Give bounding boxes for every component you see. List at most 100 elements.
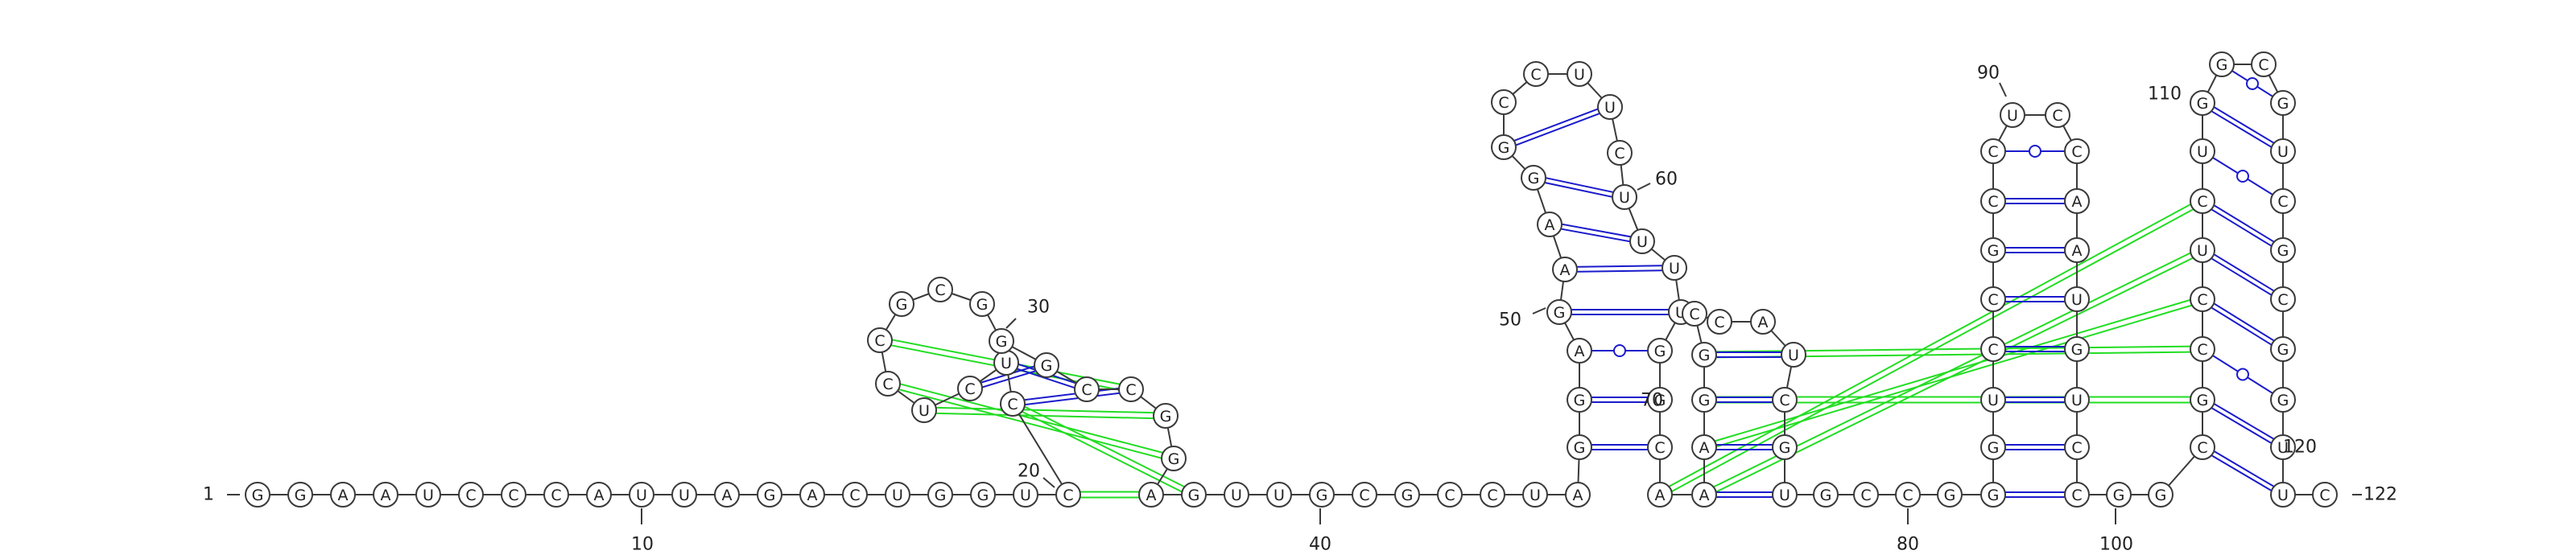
base-pair-90-93 — [1993, 145, 2077, 158]
nucleotide-letter: G — [1402, 487, 1414, 504]
base-pair-106-118 — [2200, 296, 2285, 352]
nucleotide-letter: G — [1041, 357, 1053, 375]
tick-60 — [1637, 183, 1651, 191]
nucleotide-letter: G — [1944, 487, 1956, 504]
nucleotide-97: G — [2064, 336, 2090, 362]
nucleotide-85: U — [1980, 387, 2006, 413]
base-pair-83-100 — [1993, 491, 2077, 498]
nucleotide-letter: A — [1699, 487, 1710, 504]
nucleotide-letter: C — [1779, 392, 1790, 409]
nucleotide-73: C — [1707, 309, 1732, 335]
nucleotide-letter: G — [1820, 487, 1832, 504]
nucleotide-letter: C — [1689, 306, 1699, 323]
nucleotide-68: A — [1691, 482, 1717, 508]
nucleotide-15: C — [842, 482, 868, 508]
nucleotide-33: C — [1118, 376, 1144, 402]
pseudoknot-pair-24-34 — [923, 406, 1166, 420]
label-1: 1 — [203, 485, 214, 505]
nucleotide-66: C — [1647, 434, 1673, 460]
nucleotide-letter: C — [1063, 487, 1073, 504]
nucleotide-letter: C — [1988, 143, 1998, 161]
label-60: 60 — [1655, 170, 1678, 190]
nucleotide-50: G — [1546, 299, 1572, 325]
base-pair-88-95 — [1993, 247, 2077, 253]
nucleotide-letter: G — [977, 487, 989, 504]
tick-50 — [1532, 307, 1546, 314]
nucleotide-100: C — [2064, 482, 2090, 508]
nucleotide-27: G — [889, 291, 914, 317]
nucleotide-letter: G — [996, 333, 1008, 351]
label-110: 110 — [2148, 84, 2182, 105]
base-pair-47-66 — [1579, 444, 1660, 450]
nucleotide-letter: A — [1655, 487, 1666, 504]
nucleotide-letter: U — [2277, 439, 2289, 457]
nucleotide-letter: C — [1714, 314, 1724, 331]
label-120: 120 — [2283, 438, 2317, 458]
nucleotide-letter: C — [1359, 487, 1369, 504]
nucleotide-letter: G — [2277, 392, 2289, 409]
nucleotide-letter: C — [882, 376, 893, 393]
nucleotide-26: C — [867, 327, 893, 353]
nucleotide-letter: A — [722, 487, 733, 504]
nucleotide-letter: C — [935, 282, 945, 299]
nucleotide-letter: G — [2197, 95, 2209, 113]
nucleotide-letter: G — [1554, 304, 1566, 322]
nucleotide-letter: U — [1231, 487, 1242, 504]
nucleotide-letter: C — [1081, 381, 1092, 399]
nucleotide-5: U — [415, 482, 441, 508]
nucleotide-letter: U — [1274, 487, 1285, 504]
nucleotide-4: A — [373, 482, 398, 508]
nucleotide-letter: G — [2277, 341, 2289, 359]
nucleotide-letter: U — [636, 487, 647, 504]
nucleotide-letter: C — [2277, 291, 2288, 309]
nucleotide-letter: A — [1146, 487, 1157, 504]
base-pair-105-119 — [2202, 348, 2284, 401]
base-pair-51-62 — [1564, 265, 1675, 273]
nucleotide-letter: G — [1528, 170, 1540, 187]
nucleotide-letter: C — [1498, 94, 1509, 112]
nucleotide-letter: A — [338, 487, 349, 504]
nucleotide-letter: G — [1988, 439, 2000, 457]
nucleotide-letter: C — [1125, 381, 1136, 399]
nucleotide-letter: G — [1498, 139, 1510, 157]
nucleotide-35: G — [1161, 446, 1187, 471]
label-10: 10 — [631, 535, 654, 555]
nucleotide-118: G — [2270, 336, 2296, 362]
nucleotide-114: U — [2270, 138, 2296, 164]
nucleotide-letter: U — [2071, 392, 2083, 409]
nucleotide-94: A — [2064, 188, 2090, 214]
nucleotide-letter: A — [594, 487, 605, 504]
nucleotide-101: G — [2106, 482, 2132, 508]
nucleotide-53: G — [1521, 165, 1546, 191]
nucleotide-36: A — [1138, 482, 1164, 508]
nucleotide-32: C — [1074, 376, 1100, 402]
nucleotide-letter: G — [2197, 392, 2209, 409]
nucleotide-22: U — [993, 350, 1019, 376]
base-pair-50-63 — [1559, 309, 1681, 315]
nucleotide-78: U — [1772, 482, 1798, 508]
nucleotide-letter: C — [1614, 145, 1624, 162]
nucleotide-letter: A — [1545, 216, 1555, 234]
nucleotide-70: G — [1691, 387, 1717, 413]
nucleotide-29: G — [969, 291, 995, 317]
nucleotide-9: A — [586, 482, 612, 508]
base-pair-89-94 — [1993, 198, 2077, 204]
base-pairs — [968, 64, 2285, 498]
base-pair-108-116 — [2200, 198, 2285, 253]
position-ticks — [227, 82, 2362, 524]
nucleotide-letter: C — [2319, 487, 2330, 504]
nucleotide-letter: U — [423, 487, 434, 504]
nucleotide-30: G — [989, 328, 1014, 354]
nucleotide-23: C — [957, 376, 983, 401]
pseudoknot-pair-21-37 — [1010, 400, 1196, 499]
nucleotide-letter: C — [2071, 143, 2082, 161]
nucleotide-37: G — [1181, 482, 1207, 508]
position-labels: 1 10 20 30 40 50 60 70 80 90 100 110 120… — [203, 64, 2397, 555]
nucleotide-letter: G — [2277, 242, 2289, 260]
nucleotide-letter: C — [849, 487, 860, 504]
nucleotide-letter: U — [1604, 99, 1616, 117]
nucleotide-letter: G — [1654, 343, 1666, 360]
nucleotide-111: G — [2209, 51, 2235, 77]
nucleotide-60: U — [1612, 184, 1637, 210]
